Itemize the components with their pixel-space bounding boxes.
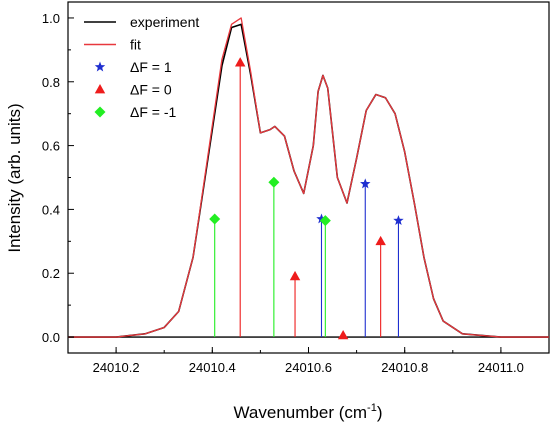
legend-label: ΔF = -1 [130, 104, 177, 120]
y-tick-label: 1.0 [42, 11, 60, 26]
x-tick-label: 24010.4 [189, 360, 236, 375]
legend-item: experiment [84, 14, 199, 30]
stem-marker [289, 270, 301, 281]
stem-marker [337, 329, 349, 340]
stem-marker [319, 215, 331, 227]
x-tick-label: 24010.8 [381, 360, 428, 375]
y-tick-label: 0.8 [42, 75, 60, 90]
y-axis-ticks: 0.0 0.2 0.4 0.6 0.8 1.0 [42, 11, 74, 345]
legend-swatch [94, 106, 106, 118]
legend-item: fit [84, 37, 141, 53]
stem-marker [375, 235, 386, 246]
y-tick-label: 0.4 [42, 202, 60, 217]
y-tick-label: 0.2 [42, 266, 60, 281]
legend-swatch [94, 61, 106, 72]
stem-marker [234, 57, 246, 67]
x-axis-label: Wavenumber (cm-1) [234, 402, 383, 422]
legend-label: experiment [130, 14, 199, 30]
x-tick-label: 24011.0 [478, 360, 524, 375]
legend-item: ΔF = 0 [94, 82, 172, 98]
stem-lines [214, 62, 399, 338]
stem-marker [360, 178, 371, 189]
stem-markers [209, 57, 404, 340]
x-tick-label: 24010.6 [285, 360, 332, 375]
legend-label: fit [130, 37, 141, 53]
x-tick-label: 24010.2 [93, 360, 140, 375]
legend-swatch [94, 84, 106, 94]
y-tick-label: 0.0 [42, 330, 60, 345]
stem-marker [209, 213, 221, 225]
stem-marker [268, 176, 280, 188]
legend-item: ΔF = -1 [94, 104, 177, 120]
y-axis-label: Intensity (arb. units) [5, 103, 24, 252]
legend-item: ΔF = 1 [94, 59, 172, 75]
x-axis-ticks: 24010.2 24010.4 24010.6 24010.8 24011.0 [67, 347, 550, 375]
stem-marker [393, 215, 404, 226]
spectrum-lines [68, 17, 549, 338]
legend: experiment fit ΔF = 1 ΔF = 0 ΔF = -1 [84, 14, 199, 120]
stem-marker [316, 213, 327, 224]
series-line [68, 17, 549, 338]
y-tick-label: 0.6 [42, 139, 60, 154]
plot-frame [67, 1, 550, 354]
legend-label: ΔF = 1 [130, 59, 172, 75]
legend-label: ΔF = 0 [130, 82, 172, 98]
